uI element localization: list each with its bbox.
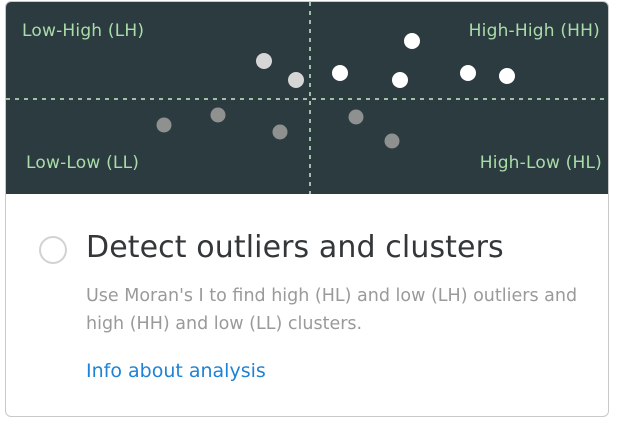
quadrant-label-low-low: Low-Low (LL) — [26, 153, 140, 173]
point-high — [332, 65, 348, 81]
point-high — [499, 68, 515, 84]
point-mid — [256, 53, 272, 69]
point-low — [384, 133, 400, 149]
quadrant-label-high-low: High-Low (HL) — [479, 153, 602, 173]
point-low — [272, 124, 288, 140]
info-about-analysis-link[interactable]: Info about analysis — [86, 360, 266, 382]
point-mid — [288, 72, 304, 88]
point-low — [210, 107, 226, 123]
point-high — [460, 65, 476, 81]
analysis-option-card[interactable]: Low-High (LH) High-High (HH) Low-Low (LL… — [5, 1, 609, 417]
point-high — [404, 33, 420, 49]
quadrant-label-high-high: High-High (HH) — [468, 21, 600, 41]
point-high — [392, 72, 408, 88]
option-description: Use Moran's I to find high (HL) and low … — [86, 286, 578, 334]
option-title: Detect outliers and clusters — [86, 230, 504, 265]
option-radio-button[interactable] — [39, 236, 67, 264]
point-low — [156, 117, 172, 133]
point-low — [348, 109, 364, 125]
quadrant-label-low-high: Low-High (LH) — [22, 21, 145, 41]
quadrant-illustration: Low-High (LH) High-High (HH) Low-Low (LL… — [6, 2, 608, 194]
quadrant-chart — [6, 2, 608, 194]
